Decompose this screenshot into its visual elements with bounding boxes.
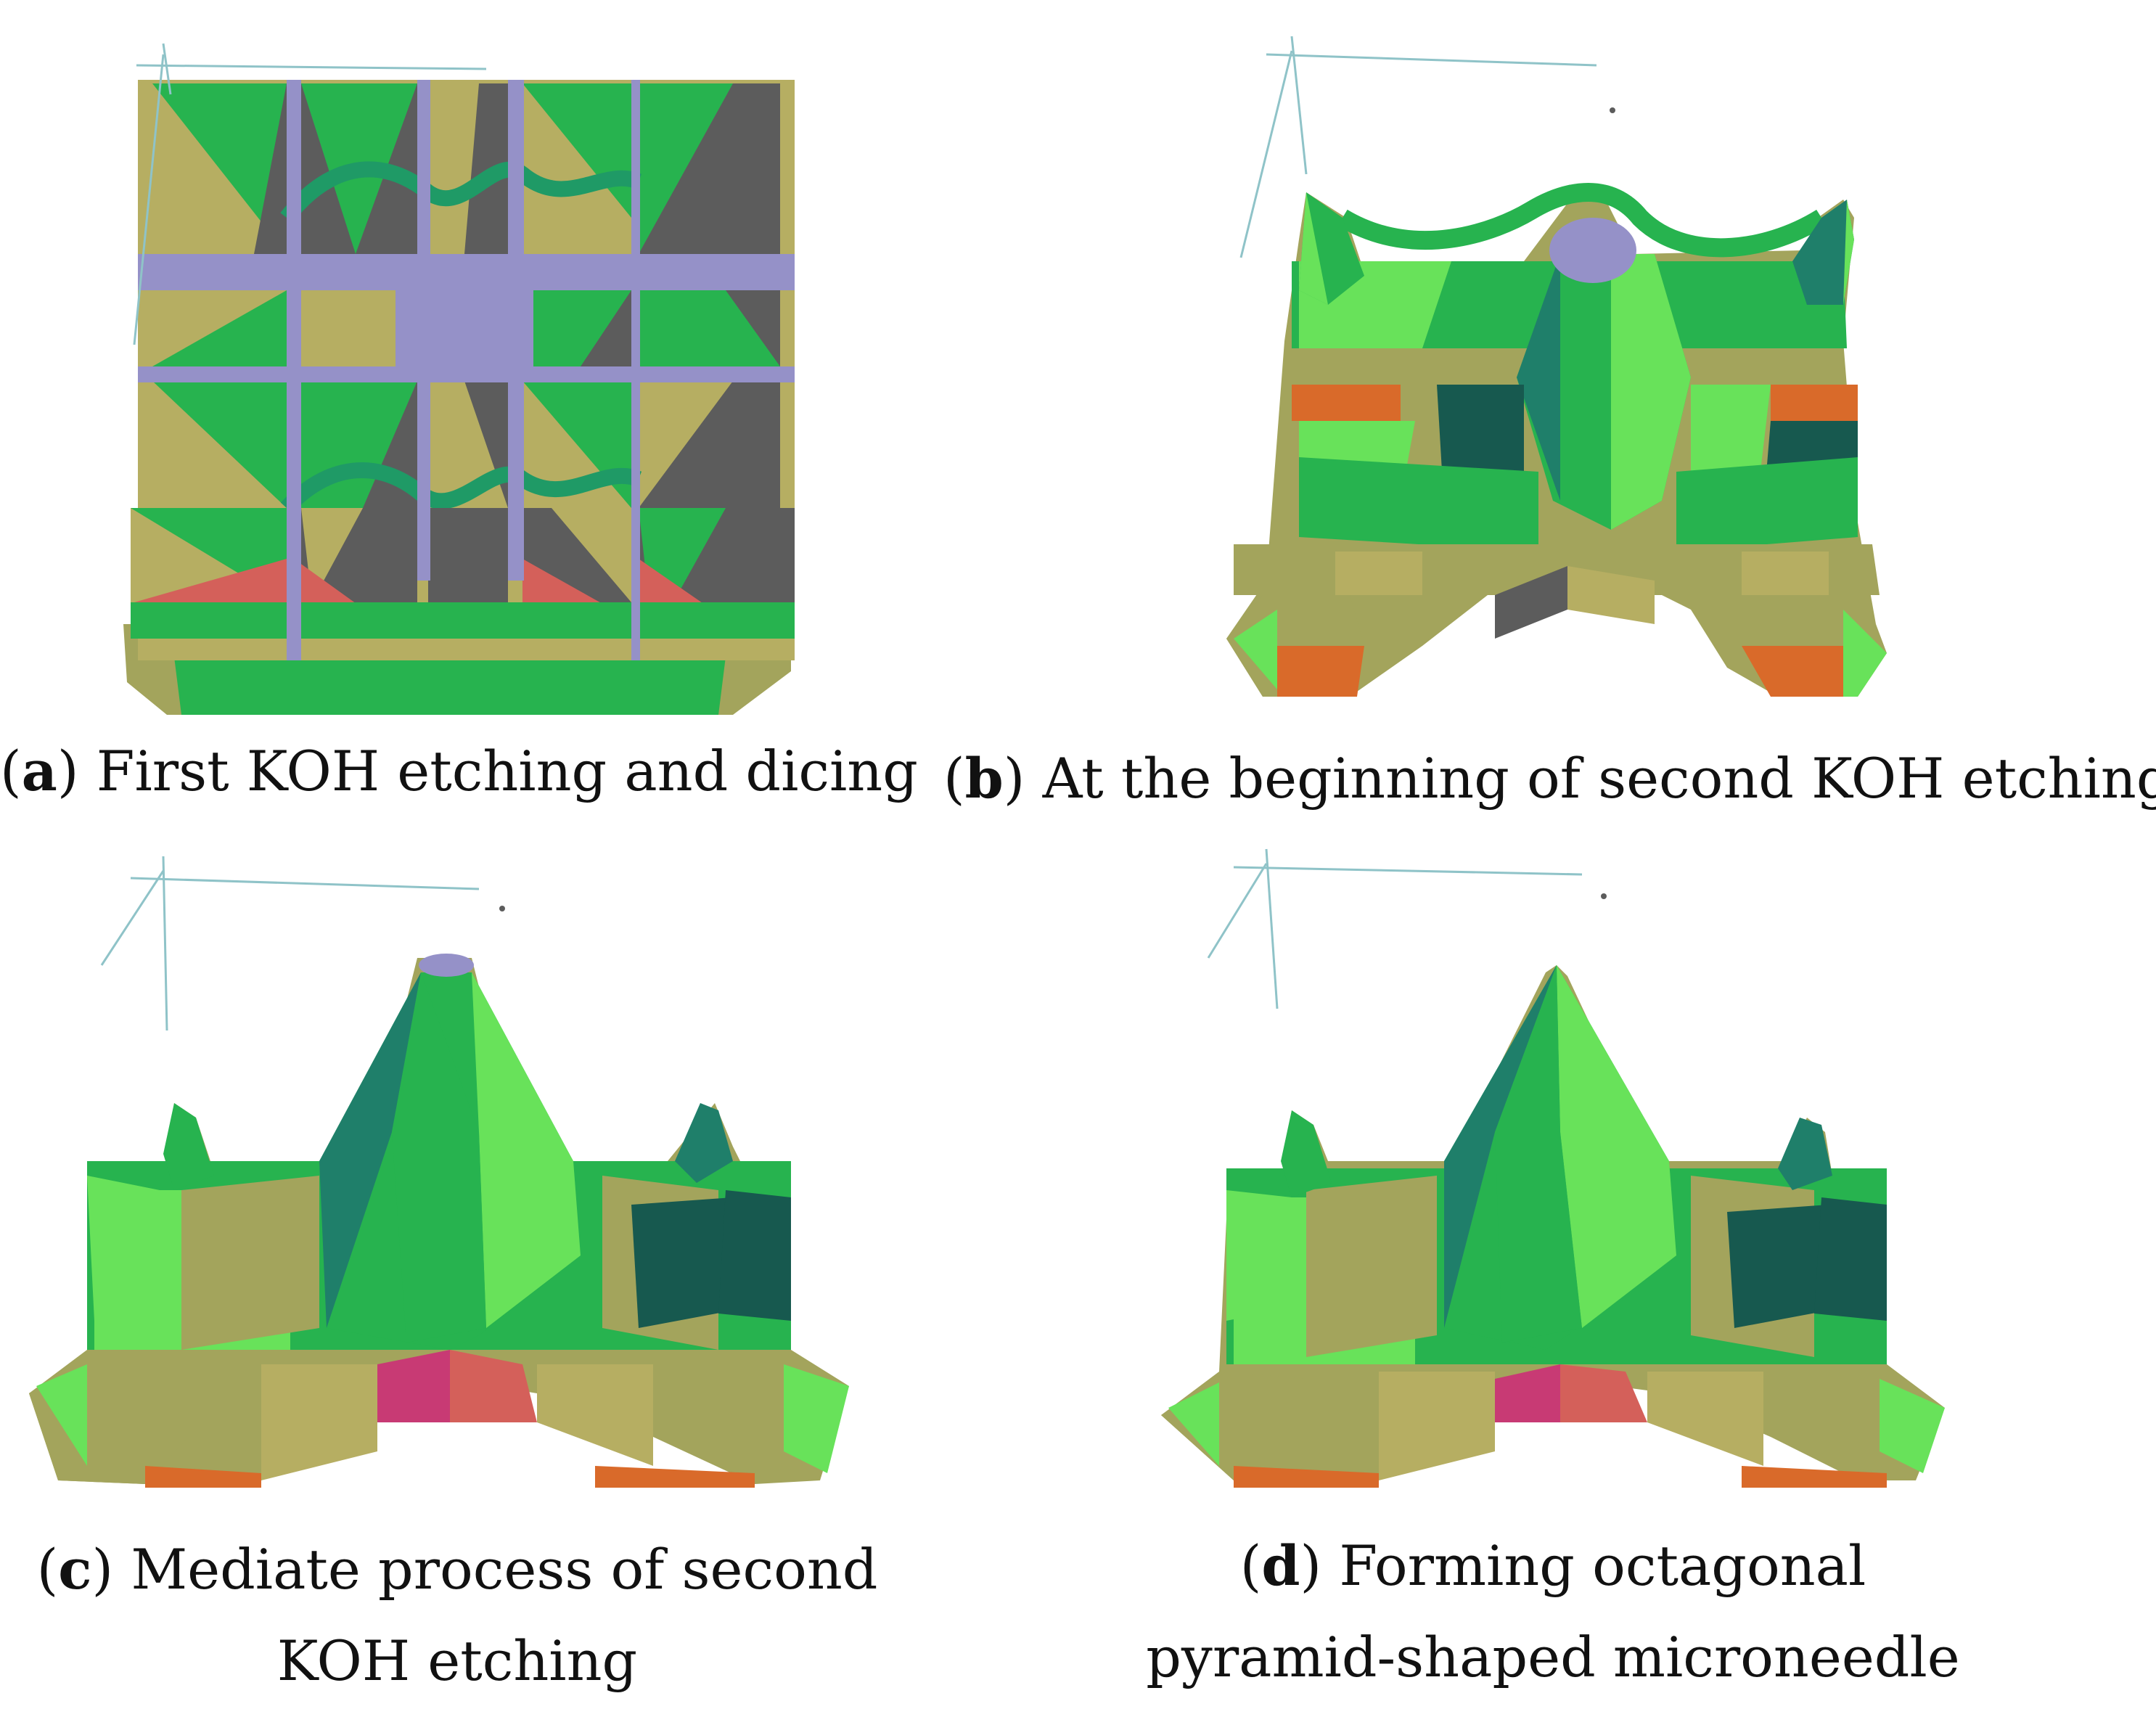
caption-b: (b) At the beginning of second KOH etchi…	[943, 733, 2156, 824]
panel-d-image	[1161, 848, 1945, 1488]
panel-b-image	[1226, 36, 1887, 697]
caption-d-text-line2: pyramid-shaped microneedle	[1146, 1625, 1960, 1689]
caption-b-text: At the beginning of second KOH etching	[1042, 746, 2156, 811]
caption-c: (c) Mediate process of second KOH etchin…	[36, 1537, 878, 1693]
caption-c-letter: c	[58, 1537, 92, 1602]
caption-d-text-line1: Forming octagonal	[1339, 1533, 1866, 1598]
caption-a-letter: a	[21, 739, 57, 803]
caption-a-text: First KOH etching and dicing	[96, 739, 918, 803]
caption-a: (a) First KOH etching and dicing	[0, 739, 918, 803]
panel-c-image	[29, 856, 849, 1488]
caption-c-text-line2: KOH etching	[276, 1628, 638, 1693]
caption-b-letter: b	[964, 746, 1004, 811]
caption-c-text-line1: Mediate process of second	[131, 1537, 878, 1602]
caption-d: (d) Forming octagonal pyramid-shaped mic…	[1146, 1533, 1960, 1689]
panel-a-image	[123, 43, 795, 715]
caption-d-letter: d	[1261, 1533, 1300, 1598]
